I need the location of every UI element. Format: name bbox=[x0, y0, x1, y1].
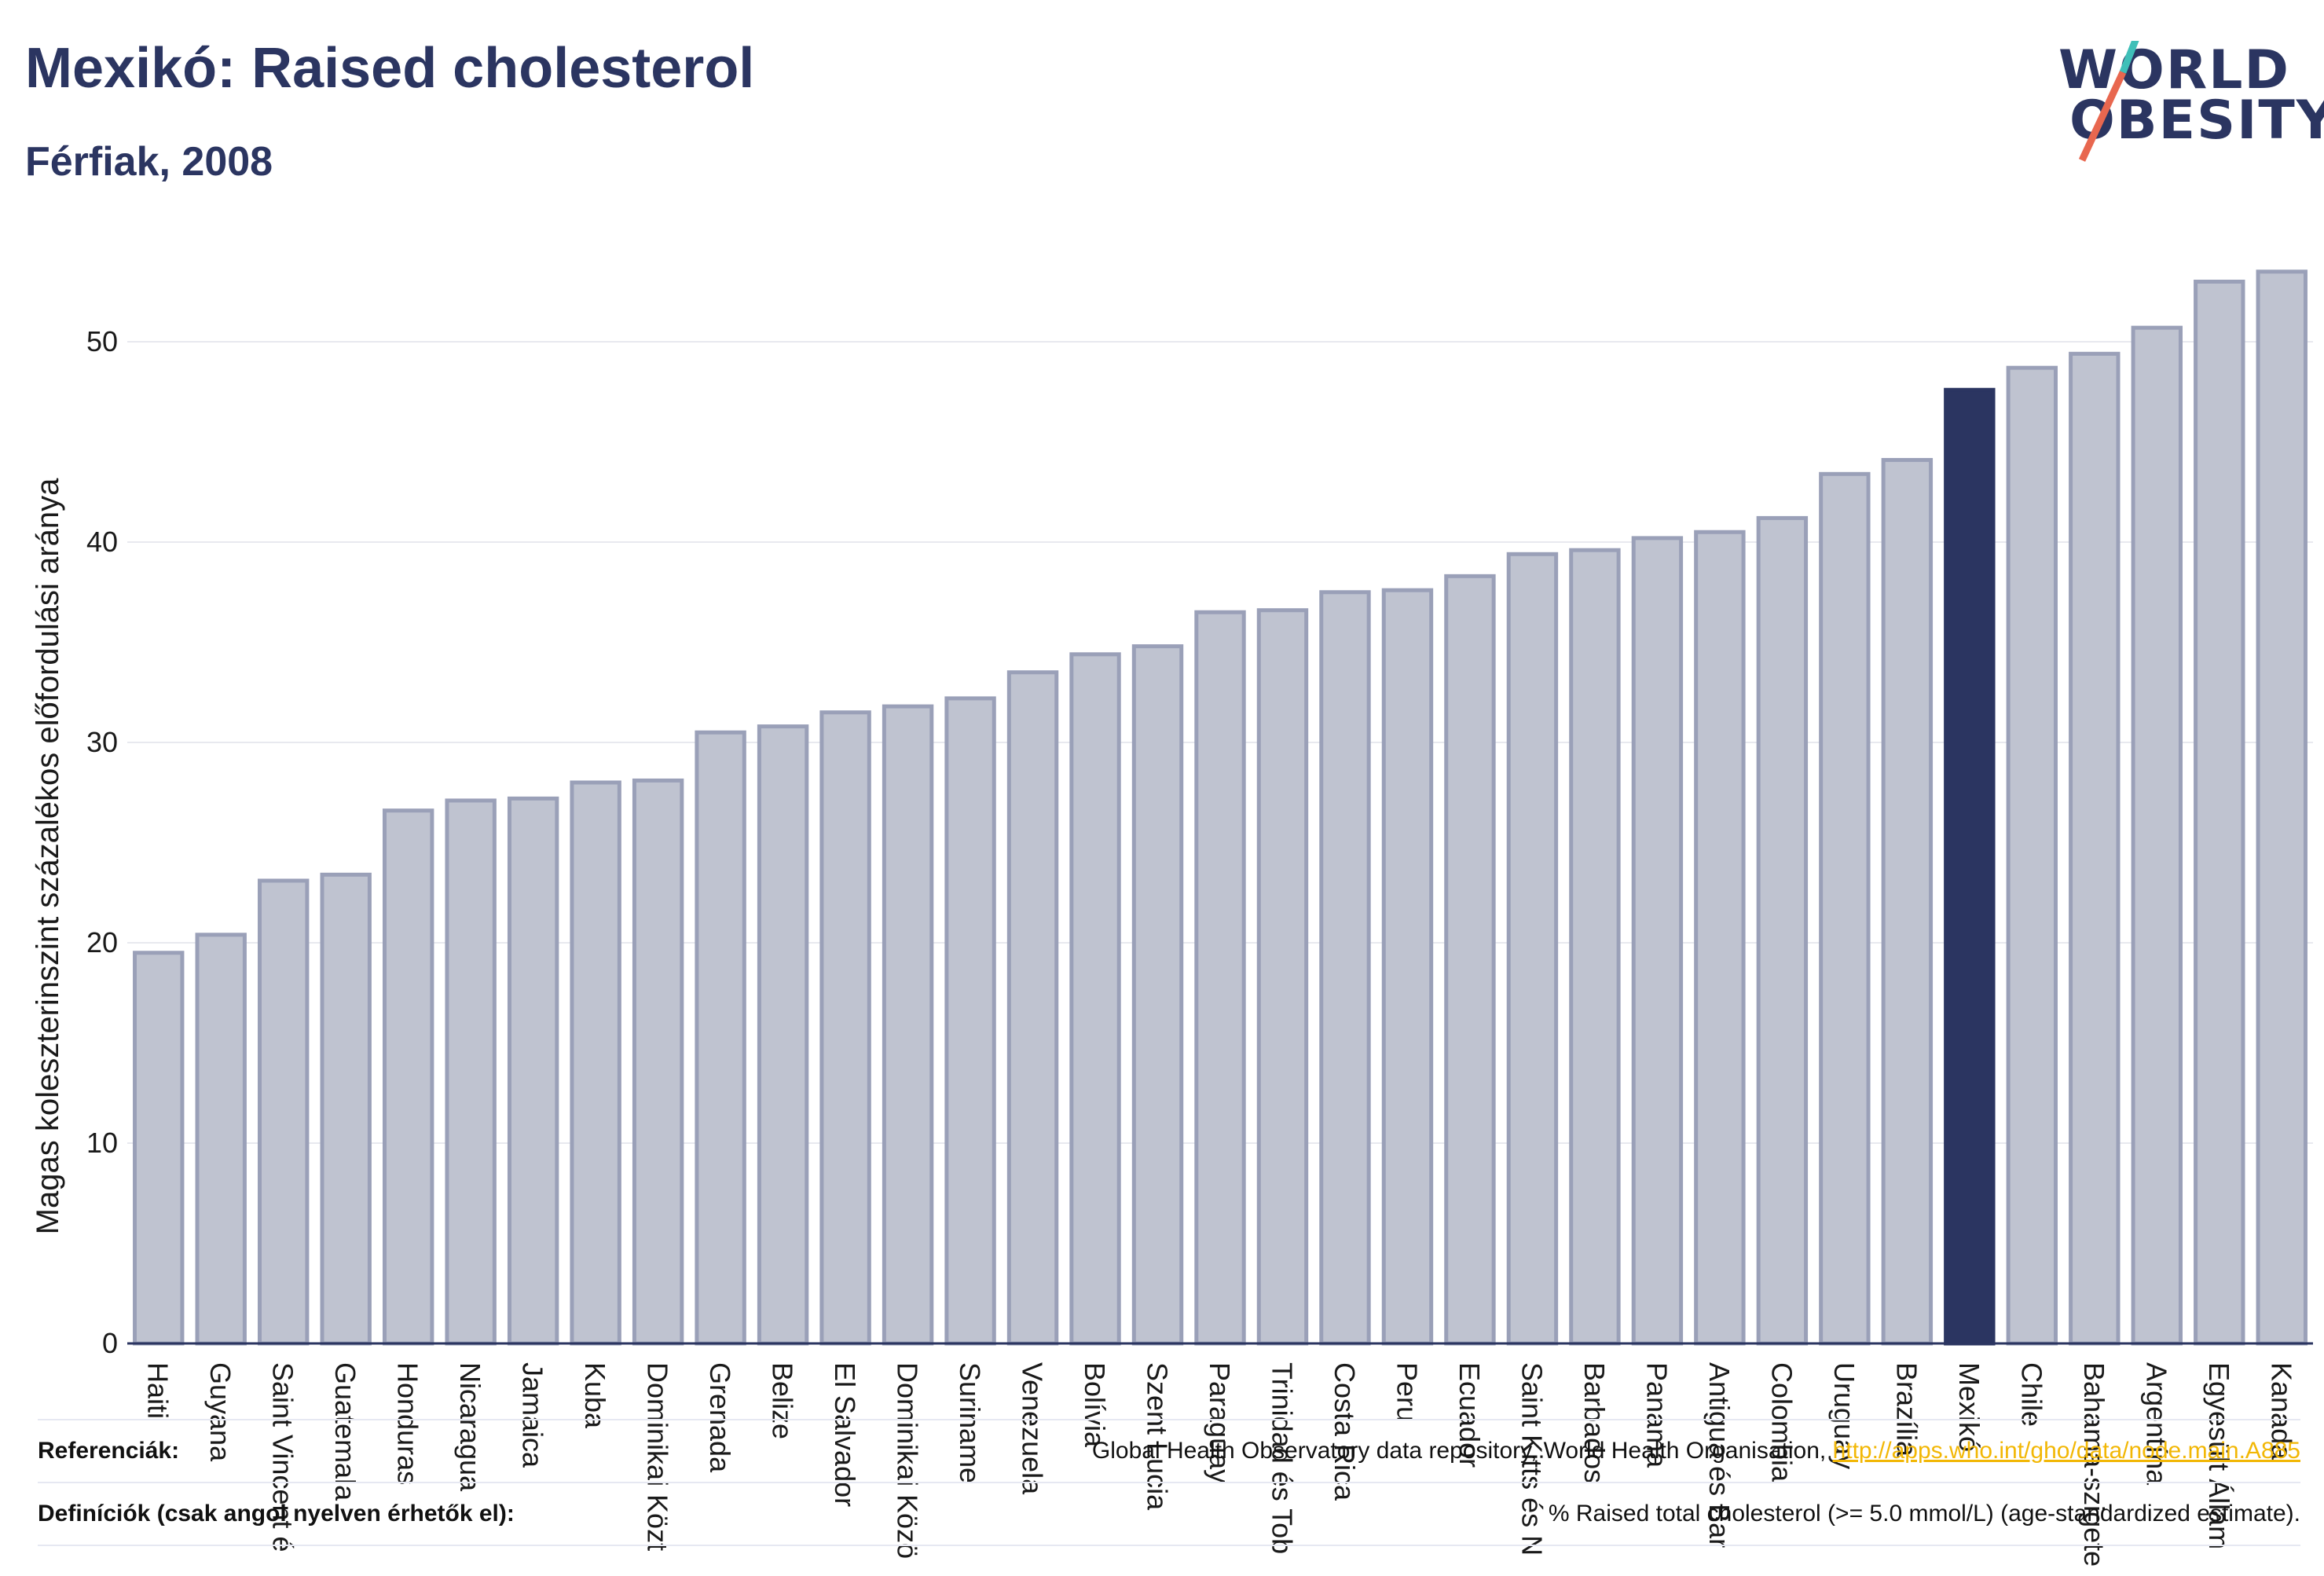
chart-title: Mexikó: Raised cholesterol bbox=[25, 37, 755, 100]
bar-dominikai-közt[interactable] bbox=[632, 778, 684, 1346]
bar-costa-rica[interactable] bbox=[1319, 590, 1371, 1346]
bar-ecuador[interactable] bbox=[1444, 574, 1496, 1346]
x-tick-label: Trinidad és Tob bbox=[1266, 1362, 1298, 1554]
bar-panama[interactable] bbox=[1631, 536, 1684, 1346]
definitions-value: % Raised total cholesterol (>= 5.0 mmol/… bbox=[1548, 1501, 2300, 1527]
x-tick-label: Honduras bbox=[392, 1362, 424, 1485]
y-tick-label: 40 bbox=[86, 526, 118, 558]
x-tick-label: Jamaica bbox=[517, 1362, 549, 1468]
y-tick-label: 0 bbox=[102, 1327, 118, 1359]
x-tick-label: Grenada bbox=[704, 1362, 736, 1473]
bar-jamaica[interactable] bbox=[507, 796, 559, 1346]
footer-references-row: Referenciák: Global Health Observatory d… bbox=[38, 1419, 2300, 1475]
y-tick-label: 20 bbox=[86, 926, 118, 958]
x-tick-label: Costa Rica bbox=[1329, 1362, 1361, 1501]
bar-saint-vincent-é[interactable] bbox=[258, 878, 310, 1346]
x-tick-label: Suriname bbox=[954, 1362, 986, 1483]
bar-brazília[interactable] bbox=[1881, 457, 1934, 1346]
bar-dominikai-közö[interactable] bbox=[882, 704, 934, 1346]
bar-el-salvador[interactable] bbox=[819, 710, 871, 1346]
bar-honduras[interactable] bbox=[382, 808, 434, 1346]
x-tick-label: Szent Lucia bbox=[1142, 1362, 1174, 1511]
bar-haiti[interactable] bbox=[133, 951, 185, 1346]
references-link[interactable]: http://apps.who.int/gho/data/node.main.A… bbox=[1832, 1438, 2300, 1464]
bars bbox=[133, 269, 2308, 1346]
y-axis-ticks: 0 10 20 30 40 50 bbox=[86, 325, 118, 1359]
bar-kuba[interactable] bbox=[570, 780, 621, 1346]
bar-grenada[interactable] bbox=[695, 730, 746, 1346]
world-obesity-logo: WORLD OBESITY bbox=[2058, 39, 2324, 167]
bar-antigua-és-bar[interactable] bbox=[1694, 530, 1746, 1346]
bar-barbados[interactable] bbox=[1569, 548, 1621, 1346]
x-tick-label: Barbados bbox=[1578, 1362, 1611, 1483]
references-text: Global Health Observatory data repositor… bbox=[1091, 1438, 1833, 1464]
x-tick-label: Mexikó bbox=[1953, 1362, 1985, 1452]
x-tick-label: Peru bbox=[1391, 1362, 1423, 1422]
footer-divider bbox=[38, 1545, 2300, 1548]
x-tick-label: Ecuador bbox=[1453, 1362, 1486, 1468]
bar-suriname[interactable] bbox=[944, 696, 996, 1346]
bar-venezuela[interactable] bbox=[1006, 670, 1059, 1346]
bar-saint-kitts-és-n[interactable] bbox=[1506, 552, 1559, 1346]
bar-argentína[interactable] bbox=[2131, 325, 2183, 1346]
bar-bahama-szigete[interactable] bbox=[2069, 351, 2121, 1346]
x-tick-label: Uruguay bbox=[1828, 1362, 1860, 1469]
bar-guyana[interactable] bbox=[195, 933, 247, 1346]
x-tick-label: Dominikai Közö bbox=[892, 1362, 924, 1559]
bar-bolívia[interactable] bbox=[1069, 652, 1121, 1346]
chart-subtitle: Férfiak, 2008 bbox=[25, 139, 273, 185]
x-tick-label: Dominikai Közt bbox=[642, 1362, 674, 1551]
x-tick-label: Belize bbox=[767, 1362, 799, 1439]
bar-chile[interactable] bbox=[2006, 365, 2058, 1346]
x-tick-label: Saint Kitts és N bbox=[1516, 1362, 1548, 1556]
references-label: Referenciák: bbox=[38, 1438, 180, 1464]
x-tick-label: Paraguay bbox=[1204, 1362, 1236, 1483]
footer-definitions-row: Definíciók (csak angol nyelven érhetők e… bbox=[38, 1482, 2300, 1538]
x-tick-label: Kanada bbox=[2265, 1362, 2297, 1461]
x-tick-label: Nicaragua bbox=[454, 1362, 486, 1492]
y-tick-label: 30 bbox=[86, 726, 118, 758]
x-tick-label: Antigua és Bar bbox=[1703, 1362, 1736, 1548]
bar-uruguay[interactable] bbox=[1819, 471, 1871, 1346]
bar-mexikó[interactable] bbox=[1944, 387, 1996, 1346]
x-axis-labels: Haiti Guyana Saint Vincent é Guatemala Hondu… bbox=[142, 1362, 2298, 1567]
x-tick-label: Guatemala bbox=[329, 1362, 361, 1501]
references-value: Global Health Observatory data repositor… bbox=[1092, 1438, 2300, 1464]
x-tick-label: Bolívia bbox=[1079, 1362, 1111, 1448]
bar-belize[interactable] bbox=[757, 724, 809, 1346]
x-tick-label: Saint Vincent é bbox=[267, 1362, 299, 1552]
bar-nicaragua[interactable] bbox=[445, 798, 497, 1346]
logo-slash-icon bbox=[2078, 41, 2139, 162]
x-tick-label: Haiti bbox=[142, 1362, 174, 1419]
logo-word-world: WORLD bbox=[2058, 39, 2290, 101]
y-tick-label: 10 bbox=[86, 1127, 118, 1159]
bar-trinidad-és-tob[interactable] bbox=[1256, 608, 1309, 1346]
x-tick-label: Chile bbox=[2015, 1362, 2047, 1427]
bar-egyesült-állam[interactable] bbox=[2194, 280, 2245, 1346]
bar-guatemala[interactable] bbox=[320, 872, 372, 1346]
x-tick-label: Argentína bbox=[2140, 1362, 2172, 1486]
x-tick-label: Venezuela bbox=[1017, 1362, 1049, 1495]
bar-peru[interactable] bbox=[1381, 588, 1434, 1346]
x-tick-label: Kuba bbox=[579, 1362, 611, 1429]
x-tick-label: Panama bbox=[1640, 1362, 1673, 1468]
x-tick-label: Egyesült Állam bbox=[2203, 1362, 2235, 1549]
definitions-label: Definíciók (csak angol nyelven érhetők e… bbox=[38, 1501, 515, 1527]
bar-szent-lucia[interactable] bbox=[1131, 644, 1184, 1346]
x-tick-label: Brazília bbox=[1890, 1362, 1923, 1457]
x-tick-label: Bahama-szigete bbox=[2078, 1362, 2110, 1567]
y-tick-label: 50 bbox=[86, 325, 118, 357]
x-tick-label: Colombia bbox=[1765, 1362, 1798, 1483]
y-axis-title: Magas koleszterinszint százalékos előfor… bbox=[31, 478, 65, 1234]
x-tick-label: Guyana bbox=[204, 1362, 236, 1462]
bar-paraguay[interactable] bbox=[1194, 610, 1246, 1346]
bar-colombia[interactable] bbox=[1756, 515, 1809, 1346]
bar-kanada[interactable] bbox=[2256, 269, 2308, 1346]
